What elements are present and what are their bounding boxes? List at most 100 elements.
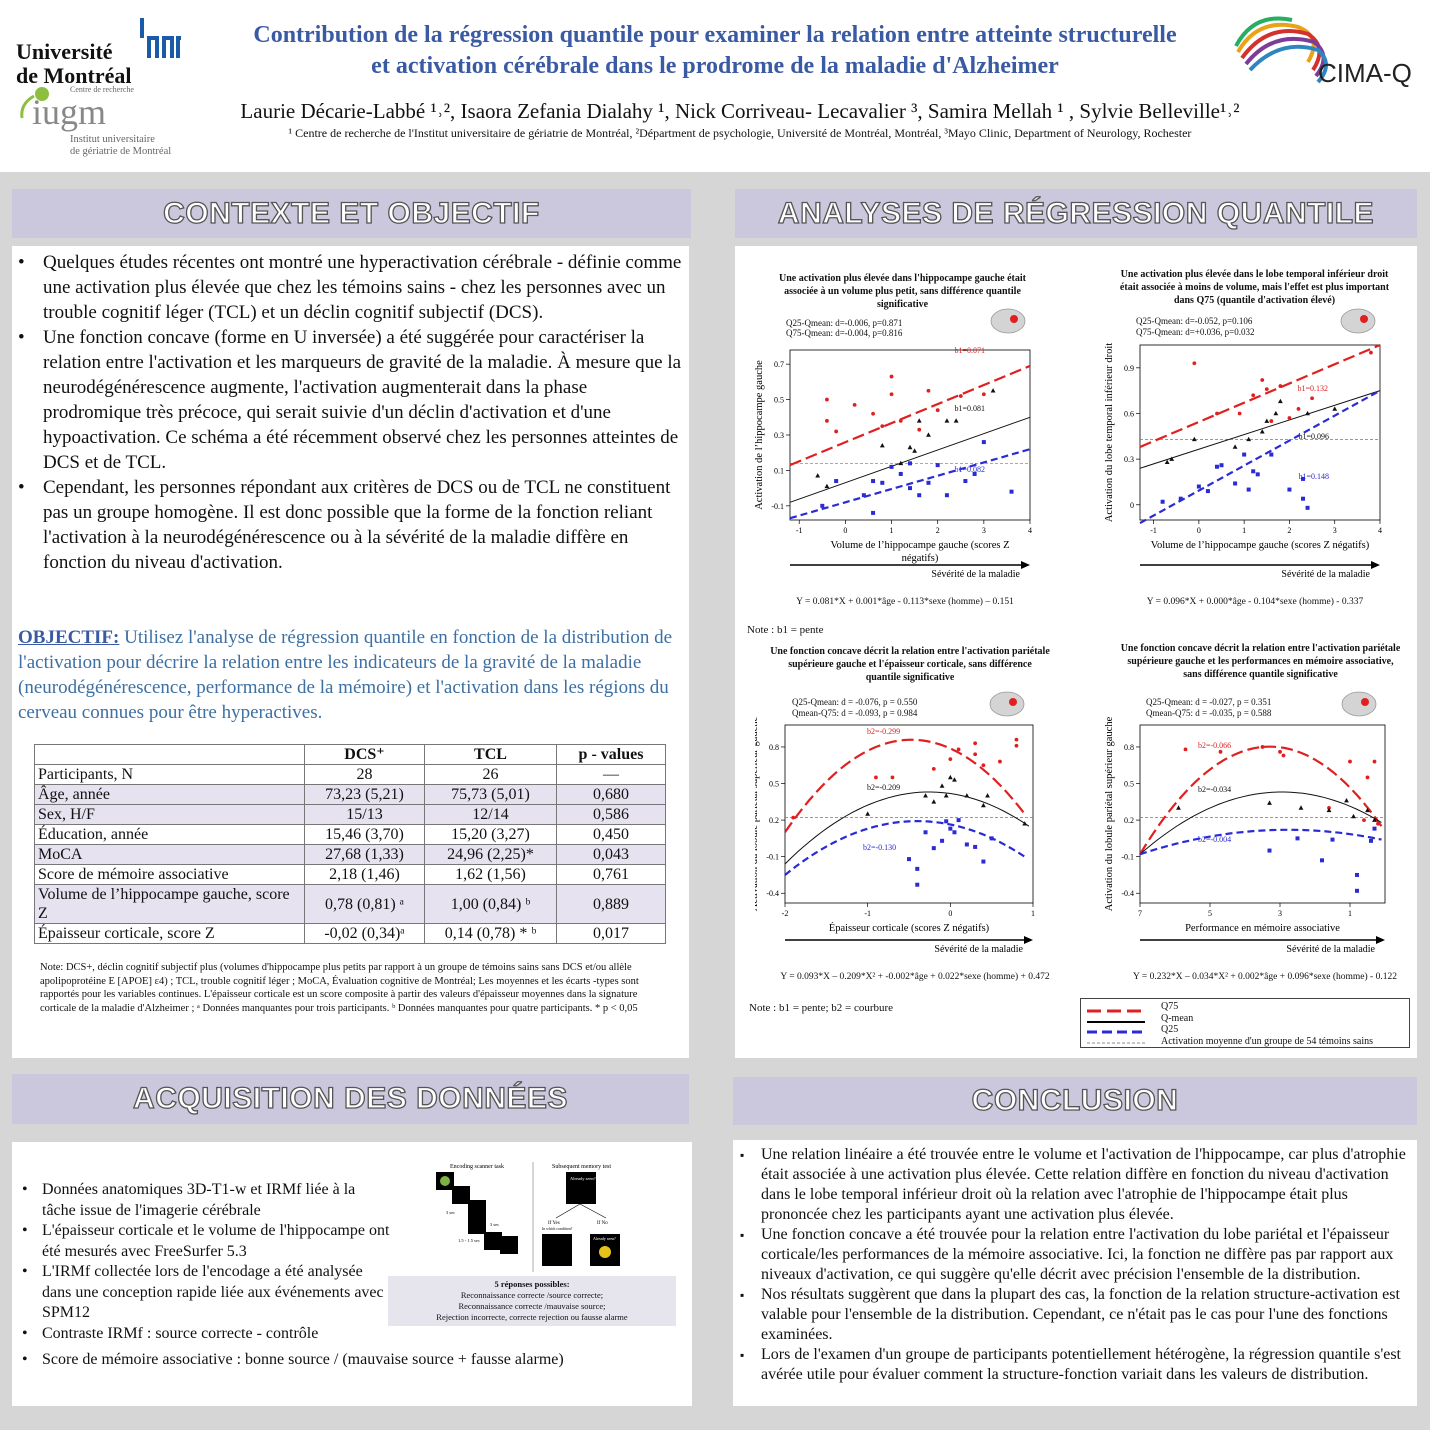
x-tick-label: 1 [1031,909,1035,918]
data-point-q75 [825,418,829,423]
data-point-q25 [1372,826,1377,831]
y-axis-label: Activation du lobule pariétal supérieur … [755,716,760,911]
data-point-q25 [1320,858,1324,863]
data-point-q25 [952,830,957,835]
data-point-q75 [1260,378,1265,382]
table-cell: Éducation, année [34,824,305,845]
data-point-q75 [791,815,796,820]
legend-swatches [1087,1009,1145,1044]
legend-qmean: Q-mean [1161,1013,1194,1024]
plot-frame [1139,724,1386,904]
affiliations: ¹ Centre de recherche de l'Institut univ… [288,126,1192,140]
fit-label-q25: b1=0.148 [1298,472,1329,481]
data-point-q75 [1365,775,1370,780]
data-point-qmean [1277,398,1283,404]
data-point-qmean [1164,459,1170,464]
chart-stat: Q25-Qmean: d=-0.052, p=0.106 [1136,316,1253,326]
chart-stat: Qmean-Q75: d = -0.093, p = 0.984 [792,708,918,718]
table-cell: 0,017 [556,923,666,944]
x-axis-label: Volume de l’hippocampe gauche (scores Z … [1151,540,1370,551]
table-cell: 0,680 [556,784,666,805]
fit-label-qmean: b1=0.081 [954,404,985,413]
data-point-q25 [1233,481,1238,486]
brain-icon [1340,308,1376,334]
fit-label-qmean: b1=0.096 [1298,432,1329,441]
data-point-q75 [1264,387,1269,392]
conclusion-bullet: Une relation linéaire a été trouvée entr… [740,1145,1415,1225]
data-point-q25 [1287,487,1292,492]
data-point-qmean [985,793,990,798]
severity-arrowhead [1024,936,1033,944]
brain-icon [1341,691,1377,717]
data-point-q25 [1355,872,1359,877]
severity-label: Sévérité de la maladie [1286,944,1375,955]
data-point-q25 [940,838,945,843]
conclusion-banner: CONCLUSION [733,1077,1417,1125]
data-point-qmean [944,418,950,423]
data-point-qmean [1176,805,1181,810]
table-cell: Participants, N [34,764,305,785]
x-tick-label: 0 [1197,526,1201,535]
data-point-qmean [1298,805,1304,810]
chart-equation: Y = 0.232*X – 0.034*X² + 0.002*âge + 0.0… [1133,972,1397,982]
data-point-q75 [1192,361,1197,366]
data-point-q75 [825,397,829,402]
note-b1: Note : b1 = pente [747,624,824,636]
chart-stat: Q25-Qmean: d = -0.027, p = 0.351 [1146,697,1272,707]
poster-title: Contribution de la régression quantile p… [205,20,1225,82]
data-point-q75 [981,392,986,397]
if-yes-label: If Yes [548,1221,560,1226]
table-row: MoCA 27,68 (1,33) 24,96 (2,25)* 0,043 [34,844,666,865]
data-point-q25 [917,493,922,498]
data-point-q75 [958,394,963,398]
demographics-table: DCS⁺ TCL p - values Participants, N 28 26—… [34,744,666,944]
data-point-qmean [1273,410,1279,416]
fit-label-q25: b1=0.082 [954,465,985,474]
university-line1: Université [16,39,113,64]
title-line2: et activation cérébrale dans le prodrome… [371,53,1059,79]
data-point-qmean [1372,817,1377,822]
chart-stat: Q75-Qmean: d=-0.004, p=0.816 [786,328,903,338]
data-point-q75 [1183,747,1188,752]
table-row: Éducation, année 15,46 (3,70) 15,20 (3,27)… [34,824,666,845]
data-point-q75 [998,759,1002,764]
chart-legend: Q75 Q-mean Q25 Activation moyenne d'un g… [1080,998,1410,1048]
which-condition-label: In which condition? [542,1227,573,1231]
data-point-q75 [1348,759,1352,764]
data-point-qmean [1259,429,1265,434]
data-point-q25 [981,440,986,445]
context-bullet: Une fonction concave (forme en U inversé… [18,325,688,475]
data-point-q25 [1214,464,1219,469]
table-cell: 26 [424,764,557,785]
x-tick-label: 4 [1378,526,1382,535]
data-point-q25 [1305,505,1310,510]
data-point-qmean [879,443,885,448]
conclusion-bullet: Lors de l'examen d'un groupe de particip… [740,1345,1415,1385]
y-tick-label: 0.8 [1124,743,1134,752]
table-row: Volume de l’hippocampe gauche, score Z 0,… [34,884,666,924]
y-tick-label: 0.2 [769,816,779,825]
iugm-logo: Centre de recherche iugm Institut univer… [20,86,171,157]
conclusion-bullet: Nos résultats suggèrent que dans la plup… [740,1285,1415,1345]
x-axis-label: Performance en mémoire associative [1185,923,1340,934]
fit-label-q75: b1=0.071 [954,346,985,355]
table-cell: 27,68 (1,33) [304,844,425,865]
table-row: Épaisseur corticale, score Z -0,02 (0,34)… [34,923,666,944]
data-point-q75 [1287,416,1292,420]
acquisition-banner: ACQUISITION DES DONNÉES [12,1074,689,1124]
data-point-qmean [952,777,957,782]
data-point-q75 [1369,350,1373,355]
data-point-qmean [931,799,937,804]
table-cell: Volume de l’hippocampe gauche, score Z [34,884,305,924]
table-cell: Épaisseur corticale, score Z [34,923,305,944]
chart-equation: Y = 0.096*X + 0.000*âge - 0.104*sexe (ho… [1146,597,1364,607]
context-bullets: Quelques études récentes ont montré une … [18,250,688,575]
y-axis-label: Activation du lobule pariétal supérieur … [1104,716,1115,911]
data-point-q25 [948,826,953,831]
data-point-q75 [973,741,978,746]
data-point-q25 [926,480,931,485]
task-diagram: Encoding scanner task Subsequent memory … [436,1162,620,1272]
table-cell: Sex, H/F [34,804,305,825]
fit-line-q75 [1139,343,1381,448]
data-point-qmean [1305,410,1310,416]
